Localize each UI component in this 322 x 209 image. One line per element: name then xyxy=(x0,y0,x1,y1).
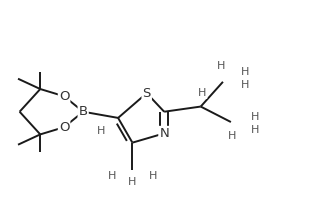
Text: H: H xyxy=(97,126,105,136)
Text: H: H xyxy=(198,88,206,98)
Text: H: H xyxy=(241,80,249,90)
Text: H: H xyxy=(251,112,259,122)
Text: N: N xyxy=(159,127,169,140)
Text: H: H xyxy=(217,61,225,71)
Text: O: O xyxy=(59,90,69,103)
Text: B: B xyxy=(79,105,88,118)
Text: S: S xyxy=(143,87,151,100)
Text: H: H xyxy=(149,171,157,181)
Text: O: O xyxy=(59,121,69,134)
Text: H: H xyxy=(228,131,237,141)
Text: H: H xyxy=(251,125,259,135)
Text: H: H xyxy=(128,177,137,187)
Text: H: H xyxy=(108,171,116,181)
Text: H: H xyxy=(241,66,249,76)
